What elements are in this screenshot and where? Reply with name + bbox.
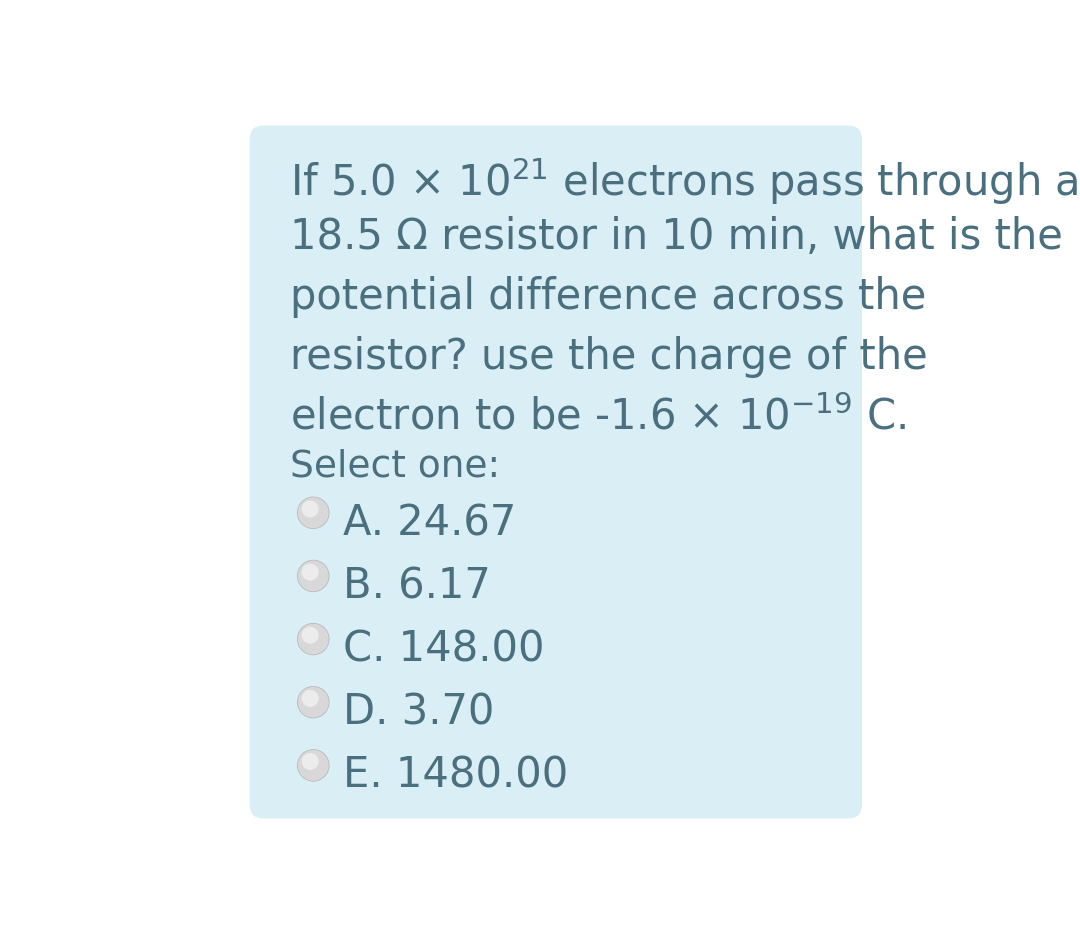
Text: A. 24.67: A. 24.67 bbox=[342, 501, 516, 544]
Circle shape bbox=[297, 560, 329, 593]
Text: B. 6.17: B. 6.17 bbox=[342, 565, 490, 607]
Circle shape bbox=[297, 497, 329, 530]
Text: resistor? use the charge of the: resistor? use the charge of the bbox=[291, 335, 928, 378]
Circle shape bbox=[298, 687, 328, 717]
Circle shape bbox=[297, 623, 329, 655]
Text: D. 3.70: D. 3.70 bbox=[342, 691, 494, 733]
Circle shape bbox=[298, 497, 328, 529]
Circle shape bbox=[301, 690, 319, 707]
Text: If 5.0 × 10$^{21}$ electrons pass through a: If 5.0 × 10$^{21}$ electrons pass throug… bbox=[291, 156, 1078, 207]
FancyBboxPatch shape bbox=[249, 126, 862, 818]
Circle shape bbox=[301, 753, 319, 770]
Text: potential difference across the: potential difference across the bbox=[291, 276, 927, 317]
Text: 18.5 Ω resistor in 10 min, what is the: 18.5 Ω resistor in 10 min, what is the bbox=[291, 215, 1063, 258]
Text: E. 1480.00: E. 1480.00 bbox=[342, 754, 568, 796]
Circle shape bbox=[297, 750, 329, 782]
Text: C. 148.00: C. 148.00 bbox=[342, 628, 544, 670]
Circle shape bbox=[298, 561, 328, 592]
Circle shape bbox=[298, 750, 328, 781]
Text: Select one:: Select one: bbox=[291, 447, 500, 484]
Text: electron to be -1.6 × 10$^{-19}$ C.: electron to be -1.6 × 10$^{-19}$ C. bbox=[291, 396, 906, 438]
Circle shape bbox=[301, 501, 319, 518]
Circle shape bbox=[297, 686, 329, 718]
Circle shape bbox=[301, 627, 319, 644]
Circle shape bbox=[301, 564, 319, 581]
Circle shape bbox=[298, 624, 328, 655]
